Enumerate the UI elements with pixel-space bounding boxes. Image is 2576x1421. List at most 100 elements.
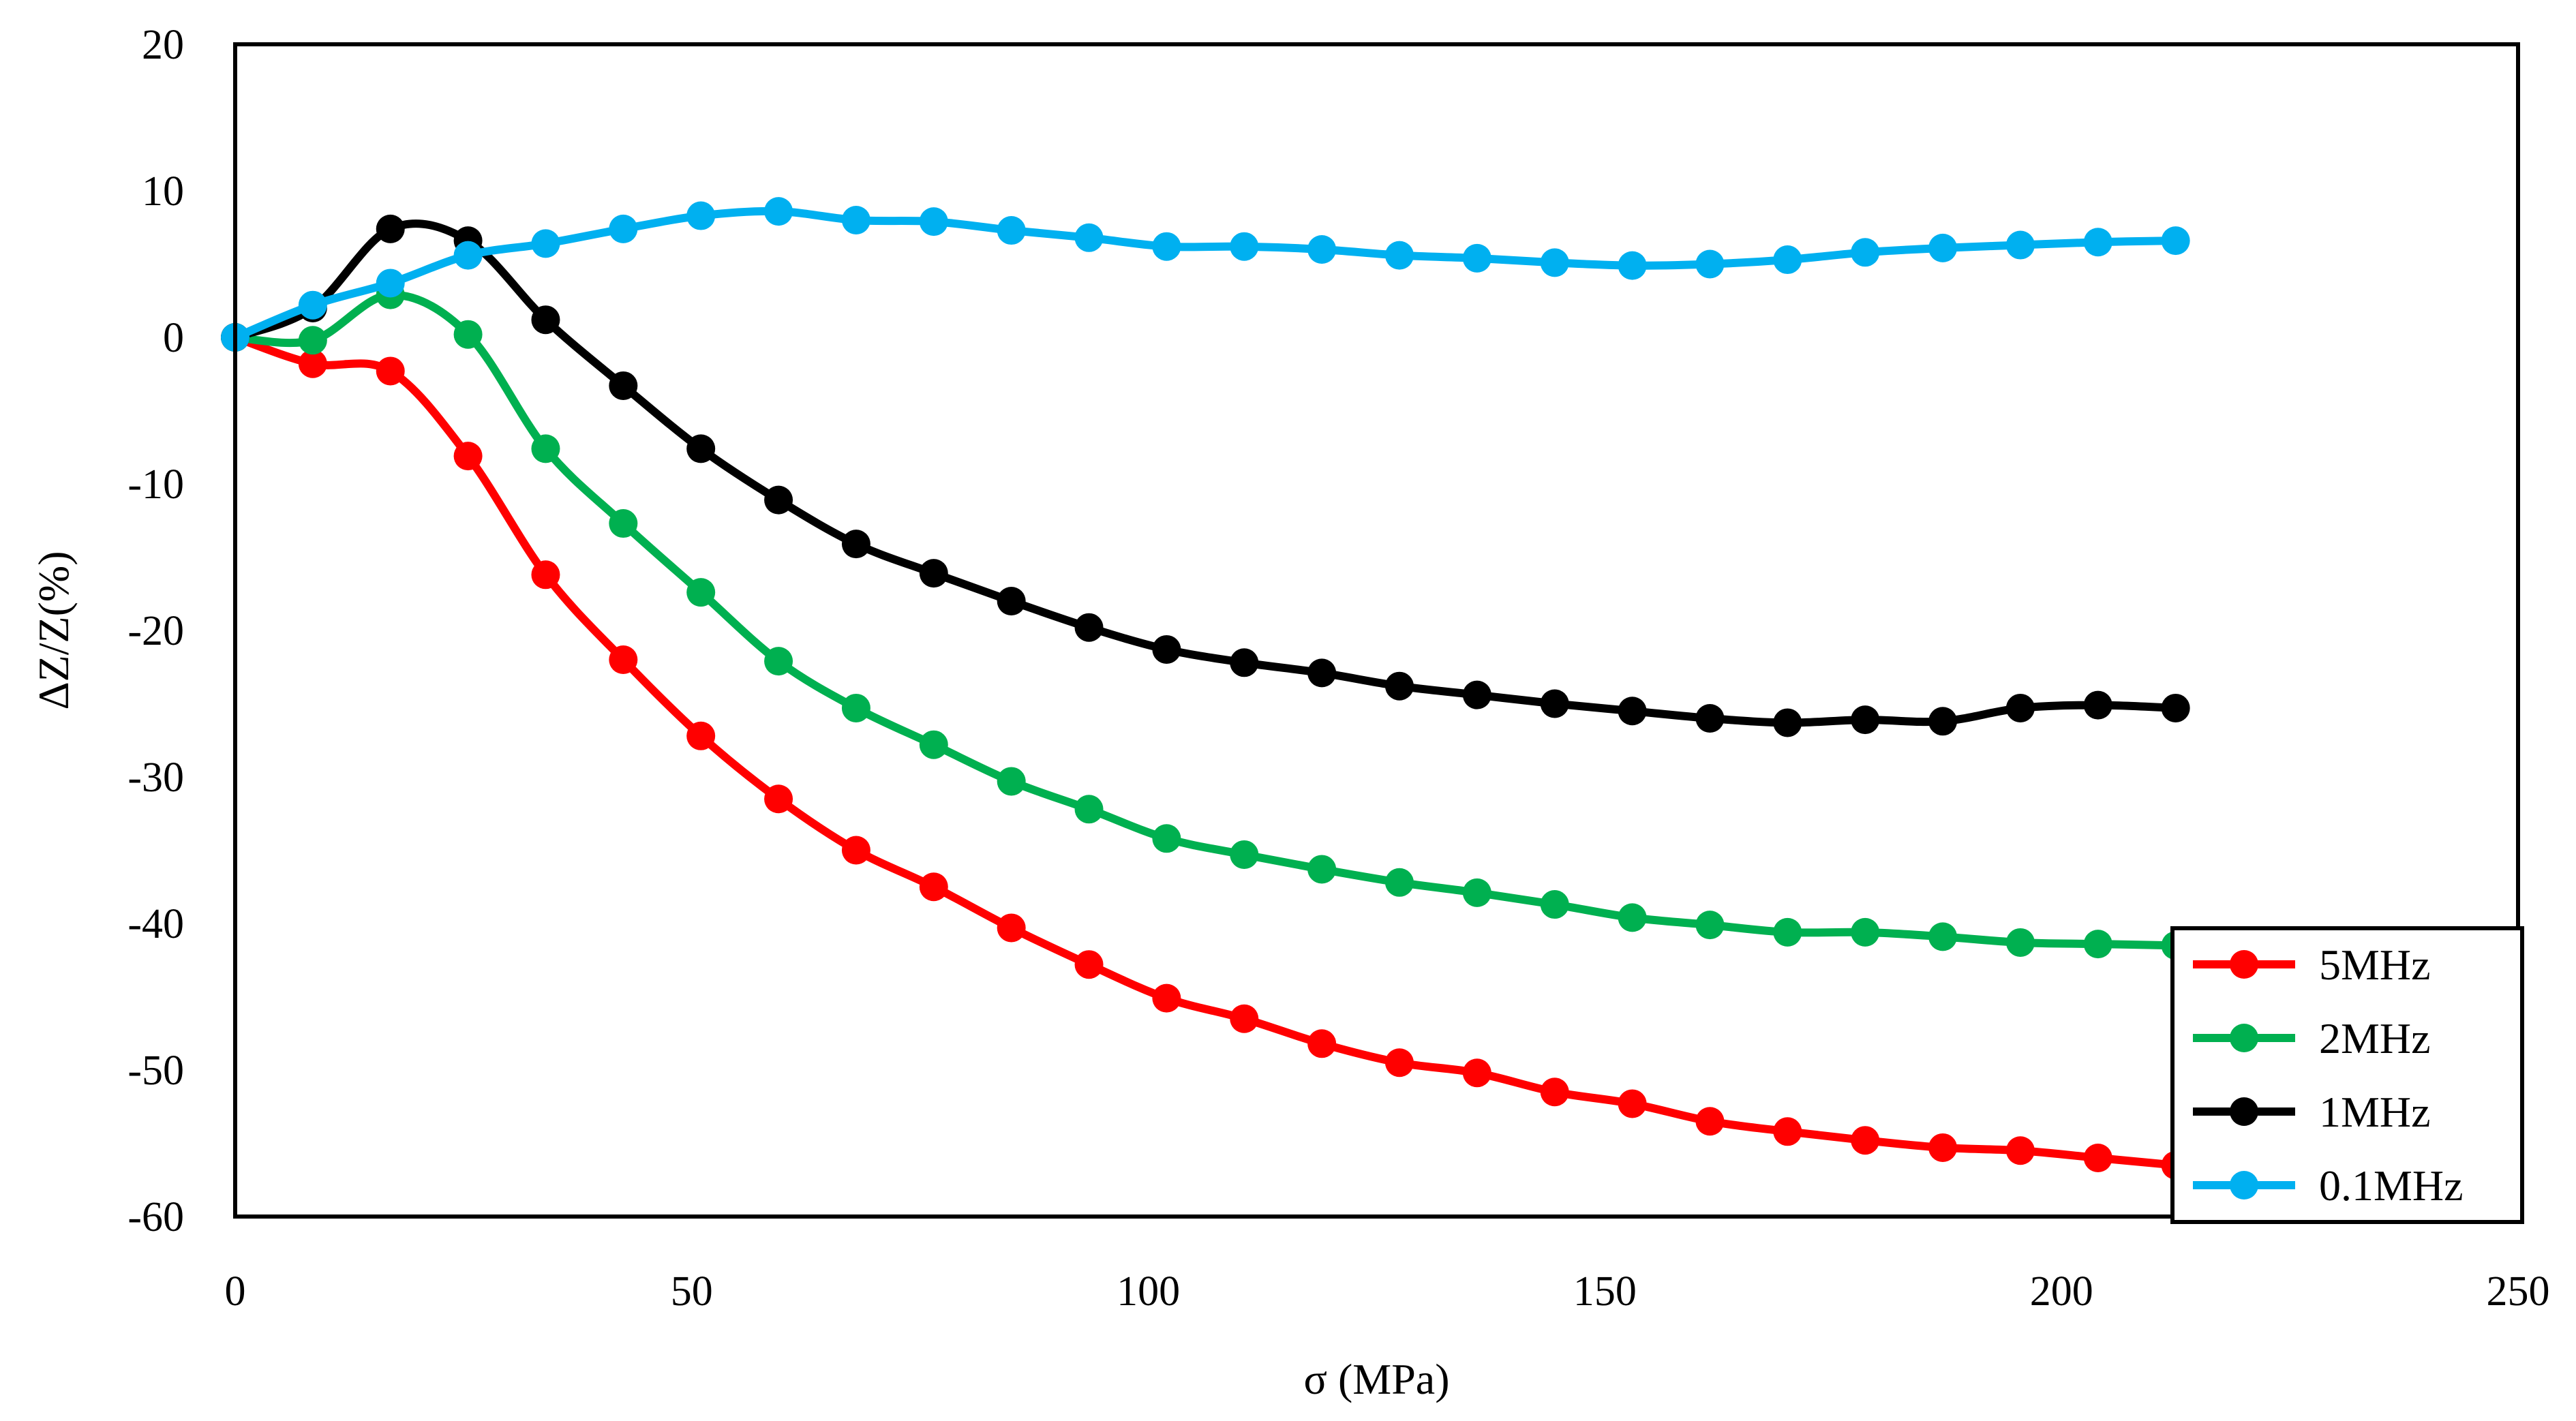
data-point-0.1MHz bbox=[609, 214, 638, 243]
data-point-2MHz bbox=[2005, 928, 2035, 957]
legend: 5MHz 2MHz 1MHz 0.1MHz bbox=[2170, 926, 2524, 1224]
data-point-0.1MHz bbox=[1928, 233, 1958, 262]
data-point-5MHz bbox=[841, 836, 870, 865]
y-tick-label: -30 bbox=[127, 754, 184, 801]
data-point-2MHz bbox=[1462, 878, 1491, 907]
data-point-1MHz bbox=[1384, 671, 1414, 701]
data-point-2MHz bbox=[1695, 911, 1725, 940]
y-tick-label: -20 bbox=[127, 608, 184, 654]
y-tick-label: 10 bbox=[142, 168, 184, 215]
data-point-0.1MHz bbox=[2005, 230, 2035, 260]
legend-item: 0.1MHz bbox=[2193, 1161, 2464, 1210]
legend-item: 1MHz bbox=[2193, 1088, 2431, 1136]
data-point-1MHz bbox=[841, 530, 870, 559]
data-point-1MHz bbox=[2005, 693, 2035, 722]
data-point-1MHz bbox=[1074, 613, 1104, 642]
x-tick-label: 100 bbox=[1117, 1268, 1180, 1315]
legend-item: 2MHz bbox=[2193, 1014, 2431, 1063]
data-point-5MHz bbox=[1540, 1078, 1569, 1107]
data-point-5MHz bbox=[453, 442, 483, 471]
data-point-1MHz bbox=[2161, 693, 2190, 722]
data-point-5MHz bbox=[919, 872, 948, 902]
data-point-0.1MHz bbox=[2161, 226, 2190, 256]
data-point-1MHz bbox=[1695, 704, 1725, 733]
data-point-2MHz bbox=[531, 434, 560, 463]
data-point-5MHz bbox=[1462, 1058, 1491, 1088]
data-point-5MHz bbox=[376, 356, 405, 386]
data-point-2MHz bbox=[997, 767, 1026, 796]
legend-swatch-marker bbox=[2230, 1171, 2258, 1200]
y-tick-label: -50 bbox=[127, 1048, 184, 1094]
data-point-5MHz bbox=[298, 349, 327, 378]
data-point-2MHz bbox=[841, 693, 870, 722]
data-point-1MHz bbox=[919, 559, 948, 588]
data-point-0.1MHz bbox=[1695, 249, 1725, 279]
data-point-0.1MHz bbox=[376, 269, 405, 298]
data-point-0.1MHz bbox=[997, 216, 1026, 245]
data-point-5MHz bbox=[1230, 1004, 1259, 1033]
series-layer bbox=[221, 197, 2190, 1180]
data-point-2MHz bbox=[1540, 890, 1569, 919]
data-point-1MHz bbox=[1152, 635, 1181, 664]
data-point-1MHz bbox=[1540, 689, 1569, 718]
data-point-2MHz bbox=[1851, 917, 1880, 947]
series-0.1MHz bbox=[221, 197, 2190, 352]
legend-label: 2MHz bbox=[2319, 1014, 2431, 1063]
data-point-5MHz bbox=[2083, 1144, 2112, 1172]
data-point-5MHz bbox=[1695, 1107, 1725, 1136]
data-point-2MHz bbox=[686, 578, 716, 607]
legend-swatch-marker bbox=[2230, 950, 2258, 979]
legend-swatch-marker bbox=[2230, 1024, 2258, 1052]
data-point-2MHz bbox=[1618, 903, 1647, 932]
data-point-0.1MHz bbox=[1773, 245, 1802, 275]
data-point-1MHz bbox=[2083, 690, 2112, 720]
x-axis-title: σ (MPa) bbox=[1303, 1355, 1449, 1403]
y-axis-ticks: 20 10 0 -10 -20 -30 -40 -50 -60 bbox=[127, 22, 184, 1240]
x-tick-label: 200 bbox=[2030, 1268, 2093, 1315]
x-tick-label: 150 bbox=[1573, 1268, 1637, 1315]
y-tick-label: -10 bbox=[127, 461, 184, 508]
legend-item: 5MHz bbox=[2193, 941, 2431, 989]
x-tick-label: 0 bbox=[225, 1268, 246, 1315]
data-point-0.1MHz bbox=[1230, 232, 1259, 261]
data-point-2MHz bbox=[1152, 824, 1181, 853]
data-point-1MHz bbox=[609, 371, 638, 400]
data-point-5MHz bbox=[1307, 1029, 1337, 1058]
data-point-5MHz bbox=[1074, 950, 1104, 979]
data-point-1MHz bbox=[686, 434, 716, 463]
y-axis-title: ΔZ/Z(%) bbox=[29, 551, 78, 709]
data-point-5MHz bbox=[1773, 1117, 1802, 1146]
data-point-2MHz bbox=[764, 647, 793, 676]
data-point-2MHz bbox=[1384, 868, 1414, 897]
data-point-0.1MHz bbox=[919, 207, 948, 236]
data-point-2MHz bbox=[1773, 917, 1802, 947]
plot-area-frame bbox=[233, 42, 2520, 1219]
data-point-1MHz bbox=[1618, 697, 1647, 726]
y-tick-label: 20 bbox=[142, 22, 184, 68]
data-point-1MHz bbox=[764, 485, 793, 515]
data-point-1MHz bbox=[1851, 705, 1880, 735]
data-point-0.1MHz bbox=[298, 290, 327, 320]
data-point-1MHz bbox=[1307, 658, 1337, 688]
data-point-5MHz bbox=[1152, 983, 1181, 1013]
y-tick-label: -60 bbox=[127, 1194, 184, 1240]
data-point-0.1MHz bbox=[2083, 228, 2112, 257]
data-point-1MHz bbox=[1773, 708, 1802, 737]
data-point-2MHz bbox=[1074, 795, 1104, 824]
y-tick-label: 0 bbox=[163, 315, 184, 361]
data-point-5MHz bbox=[1618, 1089, 1647, 1118]
data-point-5MHz bbox=[997, 913, 1026, 943]
data-point-1MHz bbox=[376, 214, 405, 243]
legend-label: 1MHz bbox=[2319, 1088, 2431, 1136]
x-tick-label: 250 bbox=[2487, 1268, 2550, 1315]
data-point-1MHz bbox=[997, 587, 1026, 615]
x-axis-ticks: 0 50 100 150 200 250 bbox=[225, 1268, 2550, 1315]
data-point-0.1MHz bbox=[841, 206, 870, 234]
legend-swatch-marker bbox=[2230, 1097, 2258, 1126]
series-2MHz bbox=[221, 280, 2190, 960]
data-point-2MHz bbox=[1230, 840, 1259, 869]
data-point-2MHz bbox=[609, 509, 638, 538]
data-point-1MHz bbox=[1462, 680, 1491, 709]
data-point-2MHz bbox=[2083, 930, 2112, 959]
data-point-0.1MHz bbox=[1307, 235, 1337, 264]
